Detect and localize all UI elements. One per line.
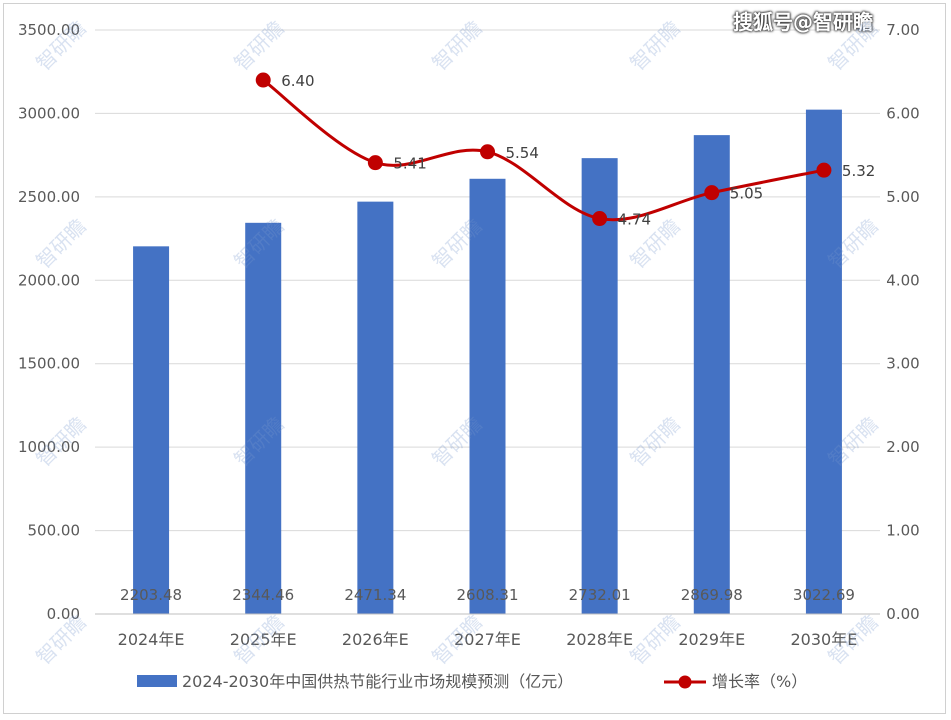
- growth-rate-label: 5.41: [393, 155, 426, 173]
- y-left-tick-label: 0.00: [47, 605, 80, 623]
- y-left-tick-label: 2500.00: [18, 188, 80, 206]
- bar-data-label: 2732.01: [569, 586, 631, 604]
- y-left-tick-label: 2000.00: [18, 271, 80, 289]
- y-right-tick-label: 5.00: [886, 188, 919, 206]
- y-left-tick-label: 3000.00: [18, 104, 80, 122]
- y-right-tick-label: 2.00: [886, 438, 919, 456]
- y-right-tick-label: 7.00: [886, 21, 919, 39]
- legend-line-marker: [678, 675, 692, 689]
- y-left-tick-label: 500.00: [28, 522, 81, 540]
- growth-rate-point: [367, 155, 383, 171]
- x-tick-label: 2027年E: [454, 630, 521, 649]
- x-tick-label: 2024年E: [118, 630, 185, 649]
- x-tick-label: 2026年E: [342, 630, 409, 649]
- bar: [245, 222, 282, 614]
- bar-data-label: 3022.69: [793, 586, 855, 604]
- y-left-tick-label: 1500.00: [18, 355, 80, 373]
- x-tick-label: 2028年E: [566, 630, 633, 649]
- legend-line-label: 增长率（%）: [712, 672, 807, 691]
- bar: [581, 158, 618, 614]
- y-right-tick-label: 0.00: [886, 605, 919, 623]
- y-right-tick-label: 4.00: [886, 271, 919, 289]
- legend-bar-label: 2024-2030年中国供热节能行业市场规模预测（亿元）: [182, 672, 573, 691]
- source-watermark: 搜狐号@智研瞻: [733, 10, 873, 34]
- growth-rate-label: 6.40: [281, 72, 314, 90]
- growth-rate-point: [816, 162, 832, 178]
- x-tick-label: 2025年E: [230, 630, 297, 649]
- growth-rate-point: [255, 72, 271, 88]
- x-tick-label: 2030年E: [791, 630, 858, 649]
- bar: [805, 109, 842, 615]
- growth-rate-point: [480, 144, 495, 160]
- x-tick-label: 2029年E: [678, 630, 745, 649]
- bar: [133, 246, 170, 614]
- y-left-tick-label: 1000.00: [18, 438, 80, 456]
- growth-rate-label: 5.54: [506, 144, 539, 162]
- growth-rate-label: 5.05: [730, 185, 763, 203]
- growth-rate-point: [704, 185, 720, 201]
- y-right-tick-label: 1.00: [886, 522, 919, 540]
- bar: [357, 201, 394, 614]
- legend-bar-swatch: [137, 675, 177, 687]
- growth-rate-label: 4.74: [618, 211, 651, 229]
- bar: [693, 135, 730, 614]
- bar-data-label: 2471.34: [344, 586, 406, 604]
- y-right-tick-label: 6.00: [886, 104, 919, 122]
- bar-data-label: 2608.31: [456, 586, 518, 604]
- bar-data-label: 2344.46: [232, 586, 294, 604]
- bar-data-label: 2203.48: [120, 586, 182, 604]
- y-left-tick-label: 3500.00: [18, 21, 80, 39]
- y-right-tick-label: 3.00: [886, 355, 919, 373]
- chart-frame: [3, 3, 946, 714]
- growth-rate-point: [592, 211, 608, 227]
- bar-data-label: 2869.98: [681, 586, 743, 604]
- bar: [469, 178, 506, 614]
- growth-rate-label: 5.32: [842, 162, 875, 180]
